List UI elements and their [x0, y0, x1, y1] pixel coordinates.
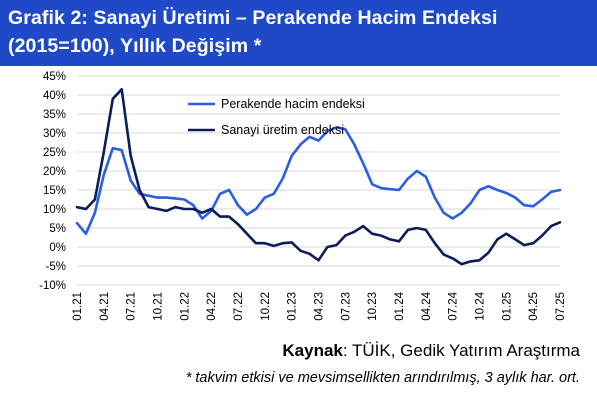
x-tick-label: 01.25: [501, 292, 513, 321]
x-tick-label: 07.22: [233, 292, 245, 321]
y-tick-label: -5%: [46, 261, 66, 273]
x-tick-label: 01.23: [287, 292, 299, 321]
y-tick-label: 30%: [43, 128, 66, 140]
line-chart: -10% -5% 0% 5% 10% 15% 20% 25% 30% 35% 40% 45% 01.2…: [39, 71, 567, 321]
legend-label: Perakende hacim endeksi: [221, 97, 365, 111]
y-tick-label: 35%: [43, 109, 66, 121]
y-tick-label: 5%: [49, 223, 66, 235]
x-tick-label: 01.24: [394, 291, 406, 320]
industrial-series-line: [75, 88, 562, 266]
source-line: Kaynak: TÜİK, Gedik Yatırım Araştırma: [282, 341, 580, 361]
legend-label: Sanayi üretim endeksi: [221, 123, 344, 137]
x-tick-label: 10.23: [367, 292, 379, 321]
y-tick-label: 10%: [43, 204, 66, 216]
y-tick-label: 25%: [43, 147, 66, 159]
x-tick-label: 04.23: [314, 292, 326, 321]
grid-lines: [77, 75, 560, 286]
x-tick-label: 01.22: [179, 292, 191, 321]
x-tick-label: 04.25: [528, 292, 540, 321]
y-tick-label: 0%: [49, 242, 66, 254]
x-tick-label: 04.22: [206, 292, 218, 321]
series-lines: [75, 88, 562, 266]
x-tick-label: 07.24: [448, 291, 460, 320]
y-tick-label: 40%: [43, 90, 66, 102]
y-tick-label: 20%: [43, 166, 66, 178]
x-axis-labels: 01.21 04.21 07.21 10.21 01.22 04.22 07.22 10.22…: [72, 291, 567, 320]
y-tick-label: 15%: [43, 185, 66, 197]
x-tick-label: 10.22: [260, 292, 272, 321]
x-tick-label: 01.21: [72, 292, 84, 321]
x-tick-label: 10.21: [153, 292, 165, 321]
source-label: Kaynak: [282, 341, 343, 360]
retail-series-line: [75, 126, 562, 235]
y-tick-label: 45%: [43, 71, 66, 83]
footnote: * takvim etkisi ve mevsimsellikten arınd…: [185, 370, 580, 386]
x-tick-label: 07.25: [555, 292, 567, 321]
source-text: TÜİK, Gedik Yatırım Araştırma: [352, 341, 580, 360]
x-tick-label: 04.24: [421, 291, 433, 320]
y-tick-label: -10%: [39, 280, 66, 292]
chart-title-line2: (2015=100), Yıllık Değişim *: [8, 35, 262, 57]
x-tick-label: 07.21: [126, 292, 138, 321]
source-separator: :: [342, 341, 353, 360]
y-axis-labels: -10% -5% 0% 5% 10% 15% 20% 25% 30% 35% 40% 45%: [39, 71, 66, 292]
chart-title-line1: Grafik 2: Sanayi Üretimi – Perakende Hac…: [8, 7, 498, 29]
legend: Perakende hacim endeksi Sanayi üretim end…: [188, 97, 365, 137]
x-tick-label: 04.21: [99, 292, 111, 321]
x-tick-label: 07.23: [340, 292, 352, 321]
x-tick-label: 10.24: [475, 291, 487, 320]
chart-header: Grafik 2: Sanayi Üretimi – Perakende Hac…: [0, 0, 597, 66]
